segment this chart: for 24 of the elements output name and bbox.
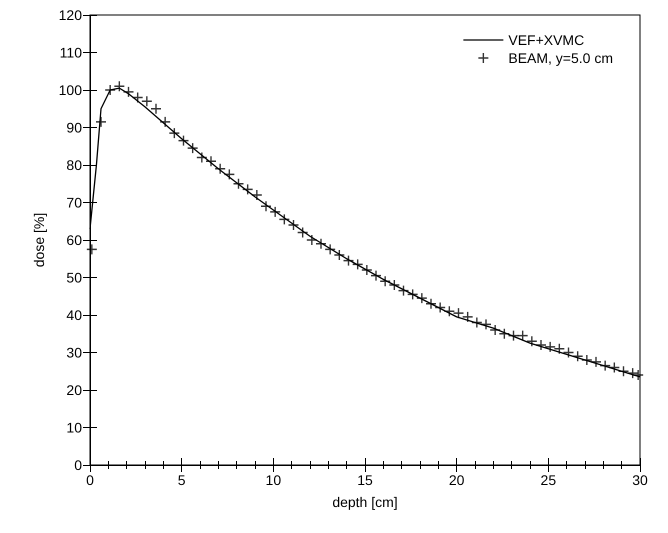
x-axis-title: depth [cm] xyxy=(332,494,398,510)
y-tick-label: 120 xyxy=(58,7,82,23)
x-tick-label: 5 xyxy=(178,472,186,488)
x-tick-label: 10 xyxy=(266,472,282,488)
y-tick-label: 90 xyxy=(66,120,82,136)
x-tick-label: 15 xyxy=(357,472,373,488)
y-tick-label: 100 xyxy=(58,82,82,98)
x-tick-label: 30 xyxy=(632,472,648,488)
y-tick-label: 80 xyxy=(66,157,82,173)
x-tick-label: 20 xyxy=(448,472,465,488)
y-axis-title: dose [%] xyxy=(31,212,47,268)
y-tick-label: 70 xyxy=(66,194,82,210)
y-tick-label: 0 xyxy=(74,457,82,473)
y-tick-label: 50 xyxy=(66,270,82,286)
y-tick-label: 60 xyxy=(66,232,82,248)
y-tick-label: 40 xyxy=(66,307,82,323)
y-tick-label: 30 xyxy=(66,344,82,360)
y-tick-label: 110 xyxy=(60,44,82,60)
x-tick-label: 25 xyxy=(540,472,556,488)
y-tick-label: 10 xyxy=(66,420,82,436)
legend-label: VEF+XVMC xyxy=(508,32,584,48)
y-tick-label: 20 xyxy=(66,382,82,398)
legend-label: BEAM, y=5.0 cm xyxy=(508,50,614,66)
x-tick-label: 0 xyxy=(86,472,94,488)
